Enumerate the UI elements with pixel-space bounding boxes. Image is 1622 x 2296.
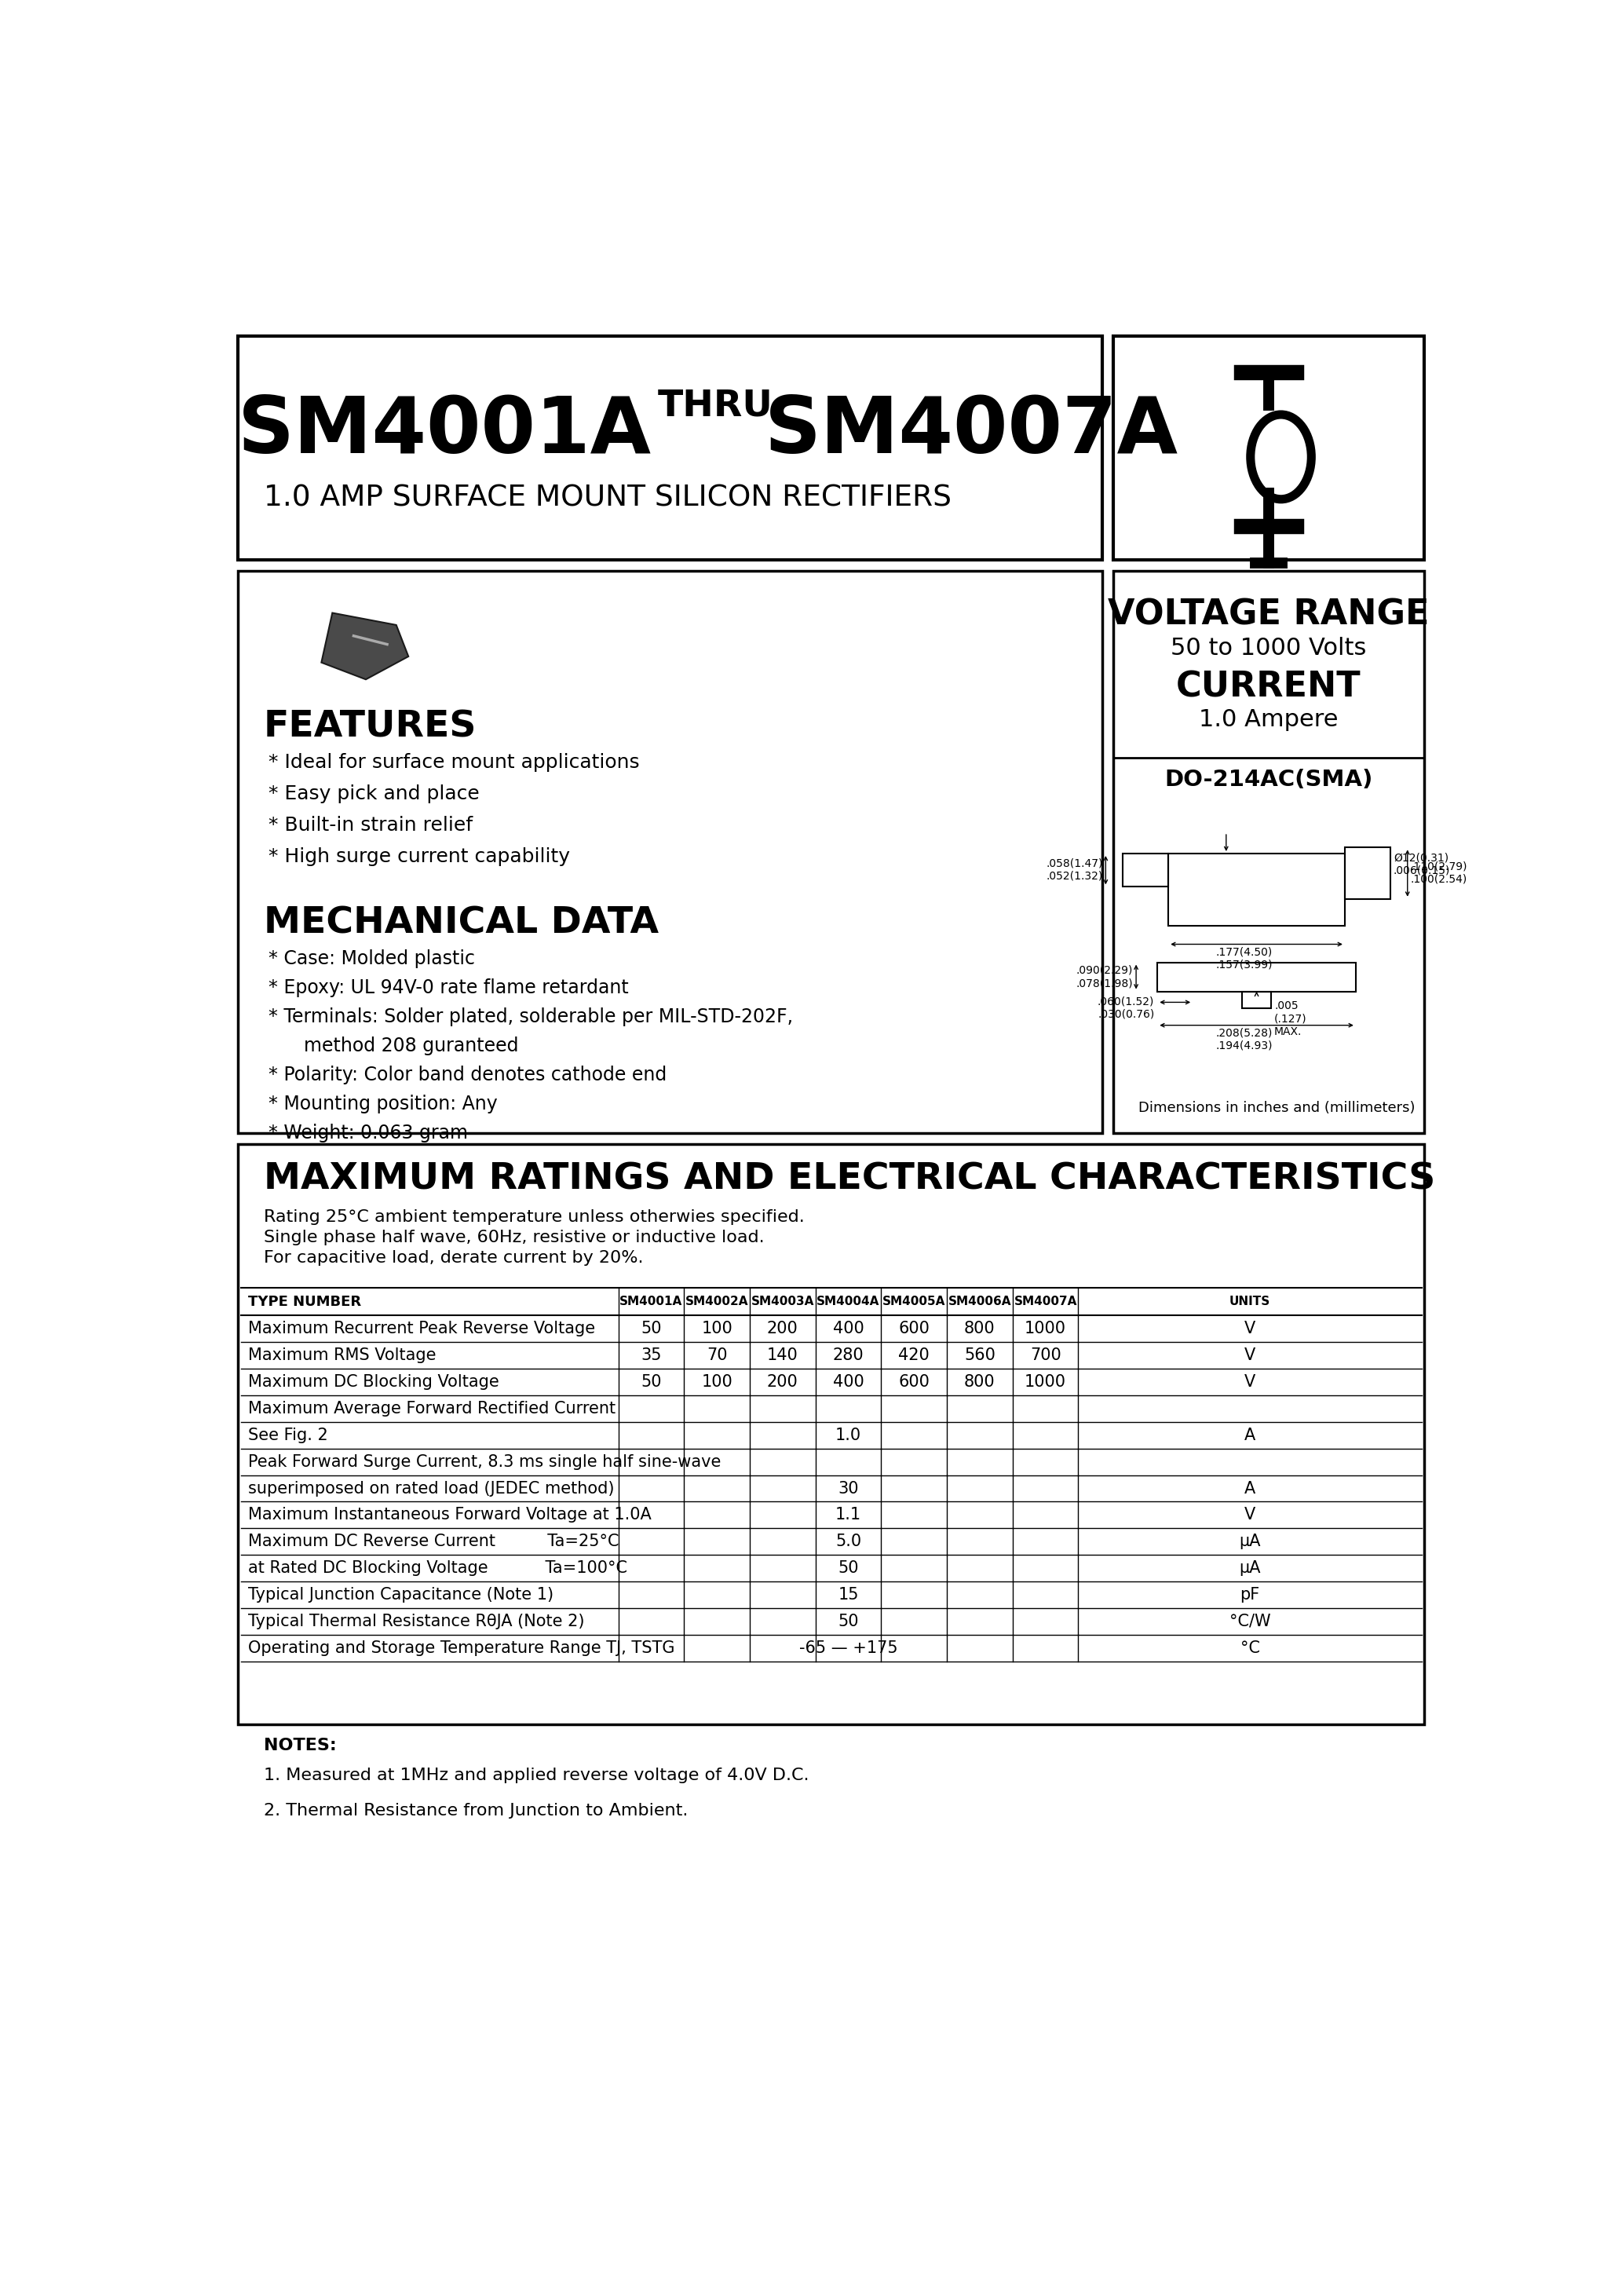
Text: SM4006A: SM4006A xyxy=(949,1295,1012,1306)
Text: THRU: THRU xyxy=(659,388,774,425)
Text: .110(2.79)
.100(2.54): .110(2.79) .100(2.54) xyxy=(1411,861,1468,884)
Bar xyxy=(238,1143,1424,1724)
Text: 30: 30 xyxy=(839,1481,858,1497)
Text: 600: 600 xyxy=(899,1373,929,1389)
Text: .060(1.52)
.030(0.76): .060(1.52) .030(0.76) xyxy=(1098,996,1155,1019)
Text: * Epoxy: UL 94V-0 rate flame retardant: * Epoxy: UL 94V-0 rate flame retardant xyxy=(269,978,629,996)
Text: Maximum Recurrent Peak Reverse Voltage: Maximum Recurrent Peak Reverse Voltage xyxy=(248,1320,595,1336)
Text: 50: 50 xyxy=(641,1320,662,1336)
Text: superimposed on rated load (JEDEC method): superimposed on rated load (JEDEC method… xyxy=(248,1481,615,1497)
Text: 700: 700 xyxy=(1030,1348,1061,1364)
Text: See Fig. 2: See Fig. 2 xyxy=(248,1428,328,1444)
Text: * Case: Molded plastic: * Case: Molded plastic xyxy=(269,951,475,969)
Text: 50 to 1000 Volts: 50 to 1000 Volts xyxy=(1171,636,1367,659)
Text: 600: 600 xyxy=(899,1320,929,1336)
Text: SM4001A: SM4001A xyxy=(238,393,652,471)
Text: 70: 70 xyxy=(707,1348,727,1364)
Text: Dimensions in inches and (millimeters): Dimensions in inches and (millimeters) xyxy=(1139,1100,1416,1116)
Text: 1.0 AMP SURFACE MOUNT SILICON RECTIFIERS: 1.0 AMP SURFACE MOUNT SILICON RECTIFIERS xyxy=(264,484,952,512)
Text: Typical Thermal Resistance RθJA (Note 2): Typical Thermal Resistance RθJA (Note 2) xyxy=(248,1614,586,1630)
Text: FEATURES: FEATURES xyxy=(264,709,477,744)
Text: .208(5.28)
.194(4.93): .208(5.28) .194(4.93) xyxy=(1216,1029,1273,1052)
Text: * Ideal for surface mount applications: * Ideal for surface mount applications xyxy=(269,753,639,771)
Text: For capacitive load, derate current by 20%.: For capacitive load, derate current by 2… xyxy=(264,1251,644,1265)
Text: °C: °C xyxy=(1241,1639,1260,1655)
Text: pF: pF xyxy=(1239,1587,1260,1603)
Text: A: A xyxy=(1244,1428,1255,1444)
Text: Ø12(0.31)
.006(0.15): Ø12(0.31) .006(0.15) xyxy=(1393,852,1450,877)
Bar xyxy=(1345,847,1390,900)
Text: TYPE NUMBER: TYPE NUMBER xyxy=(248,1295,362,1309)
Text: MECHANICAL DATA: MECHANICAL DATA xyxy=(264,907,659,941)
Text: °C/W: °C/W xyxy=(1229,1614,1270,1630)
Text: 2. Thermal Resistance from Junction to Ambient.: 2. Thermal Resistance from Junction to A… xyxy=(264,1802,688,1818)
Text: Maximum RMS Voltage: Maximum RMS Voltage xyxy=(248,1348,436,1364)
Text: UNITS: UNITS xyxy=(1229,1295,1270,1306)
Text: V: V xyxy=(1244,1373,1255,1389)
Text: 50: 50 xyxy=(839,1561,858,1575)
Text: at Rated DC Blocking Voltage           Ta=100°C: at Rated DC Blocking Voltage Ta=100°C xyxy=(248,1561,628,1575)
Text: SM4005A: SM4005A xyxy=(882,1295,946,1306)
Text: 400: 400 xyxy=(832,1320,865,1336)
Text: Single phase half wave, 60Hz, resistive or inductive load.: Single phase half wave, 60Hz, resistive … xyxy=(264,1231,764,1244)
Text: 50: 50 xyxy=(839,1614,858,1630)
Text: V: V xyxy=(1244,1320,1255,1336)
Bar xyxy=(238,572,1101,1132)
Text: Maximum DC Blocking Voltage: Maximum DC Blocking Voltage xyxy=(248,1373,500,1389)
Text: NOTES:: NOTES: xyxy=(264,1738,336,1754)
Text: SM4007A: SM4007A xyxy=(764,393,1178,471)
Text: 1.0 Ampere: 1.0 Ampere xyxy=(1199,709,1338,730)
Text: μA: μA xyxy=(1239,1561,1260,1575)
Polygon shape xyxy=(321,613,409,680)
Bar xyxy=(238,335,1101,560)
Text: * Mounting position: Any: * Mounting position: Any xyxy=(269,1095,498,1114)
Text: VOLTAGE RANGE: VOLTAGE RANGE xyxy=(1108,597,1429,631)
Text: * Polarity: Color band denotes cathode end: * Polarity: Color band denotes cathode e… xyxy=(269,1065,667,1084)
Text: 1000: 1000 xyxy=(1025,1320,1066,1336)
Text: SM4007A: SM4007A xyxy=(1014,1295,1077,1306)
Text: -65 — +175: -65 — +175 xyxy=(800,1639,897,1655)
Text: SM4004A: SM4004A xyxy=(817,1295,879,1306)
Text: A: A xyxy=(1244,1481,1255,1497)
Text: 800: 800 xyxy=(963,1373,996,1389)
Text: 1000: 1000 xyxy=(1025,1373,1066,1389)
Text: 15: 15 xyxy=(839,1587,858,1603)
Text: Maximum DC Reverse Current          Ta=25°C: Maximum DC Reverse Current Ta=25°C xyxy=(248,1534,620,1550)
Text: 5.0: 5.0 xyxy=(835,1534,861,1550)
Text: 200: 200 xyxy=(767,1320,798,1336)
Text: 35: 35 xyxy=(641,1348,662,1364)
Text: .090(2.29)
.078(1.98): .090(2.29) .078(1.98) xyxy=(1075,964,1134,990)
Text: 50: 50 xyxy=(641,1373,662,1389)
Text: * Easy pick and place: * Easy pick and place xyxy=(269,785,480,804)
Bar xyxy=(1113,335,1424,560)
Text: CURRENT: CURRENT xyxy=(1176,670,1361,705)
Text: SM4002A: SM4002A xyxy=(684,1295,748,1306)
Bar xyxy=(1113,572,1424,1132)
Text: 400: 400 xyxy=(832,1373,865,1389)
Bar xyxy=(1168,854,1345,925)
Text: V: V xyxy=(1244,1506,1255,1522)
Text: SM4001A: SM4001A xyxy=(620,1295,683,1306)
Text: 420: 420 xyxy=(899,1348,929,1364)
Text: Maximum Instantaneous Forward Voltage at 1.0A: Maximum Instantaneous Forward Voltage at… xyxy=(248,1506,652,1522)
Text: 140: 140 xyxy=(767,1348,798,1364)
Text: 100: 100 xyxy=(701,1320,733,1336)
Text: * Built-in strain relief: * Built-in strain relief xyxy=(269,815,472,836)
Bar xyxy=(1242,992,1272,1008)
Text: 1. Measured at 1MHz and applied reverse voltage of 4.0V D.C.: 1. Measured at 1MHz and applied reverse … xyxy=(264,1768,809,1784)
Text: V: V xyxy=(1244,1348,1255,1364)
Text: 200: 200 xyxy=(767,1373,798,1389)
Text: * High surge current capability: * High surge current capability xyxy=(269,847,569,866)
Text: 100: 100 xyxy=(701,1373,733,1389)
Text: 560: 560 xyxy=(963,1348,996,1364)
Text: 1.1: 1.1 xyxy=(835,1506,861,1522)
Text: * Weight: 0.063 gram: * Weight: 0.063 gram xyxy=(269,1123,467,1143)
Text: 800: 800 xyxy=(963,1320,996,1336)
Text: method 208 guranteed: method 208 guranteed xyxy=(269,1038,519,1056)
Text: .177(4.50)
.157(3.99): .177(4.50) .157(3.99) xyxy=(1216,946,1273,971)
Text: .005
(.127)
MAX.: .005 (.127) MAX. xyxy=(1275,1001,1307,1038)
Text: μA: μA xyxy=(1239,1534,1260,1550)
Bar xyxy=(1158,962,1356,992)
Text: .058(1.47)
.052(1.32): .058(1.47) .052(1.32) xyxy=(1046,859,1103,882)
Text: 280: 280 xyxy=(832,1348,865,1364)
